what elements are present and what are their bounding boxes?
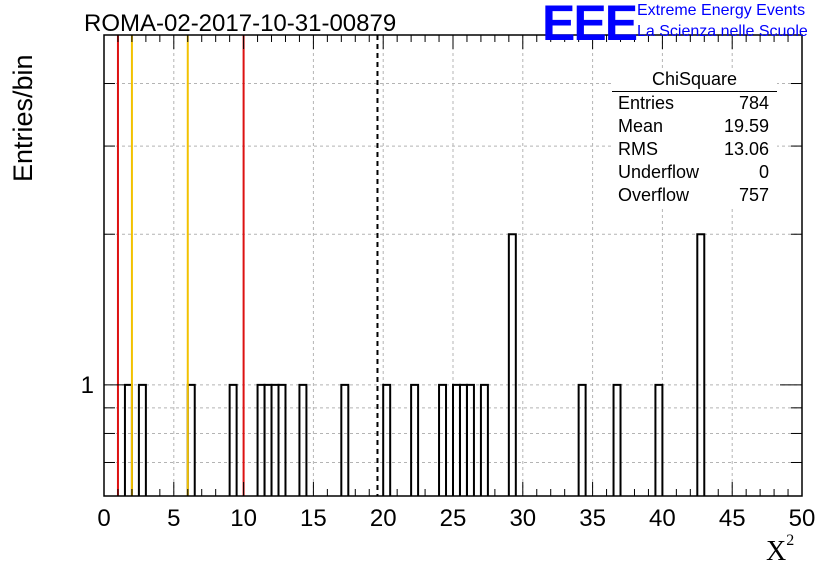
x-tick-label: 25 [440,505,467,532]
logo-line-2: La Scienza nelle Scuole [637,23,808,40]
histogram [123,233,706,496]
histogram-bin [507,233,517,496]
stats-value: 19.59 [723,116,769,136]
histogram-bin [577,383,587,496]
logo-line-1: Extreme Energy Events [637,2,806,19]
x-axis-label-superscript: 2 [786,532,795,549]
histogram-bin [382,383,392,496]
stats-row: Mean 19.59 [612,115,777,138]
histogram-bin [256,383,266,496]
stats-label: Overflow [618,185,690,205]
stats-value: 13.06 [723,139,769,159]
y-tick-label: 1 [81,372,94,399]
y-axis-label: Entries/bin [8,54,38,182]
histogram-bin [228,383,238,496]
histogram-bin [438,383,448,496]
x-tick-label: 15 [300,505,327,532]
axis-ticks: 0 5 10 15 20 25 30 35 40 45 50 1 [81,34,816,532]
stats-label: Entries [618,93,675,113]
stats-row: Underflow 0 [612,161,777,184]
histogram-bin [612,383,622,496]
x-tick-label: 0 [97,505,110,532]
stats-value: 784 [738,93,769,113]
histogram-bin [298,383,308,496]
x-axis-label-text: X [766,536,787,567]
x-axis-label: X2 [766,532,794,568]
histogram-bin [452,383,461,496]
stats-label: Underflow [618,162,700,182]
x-tick-label: 5 [167,505,180,532]
histogram-bin [123,383,133,496]
histogram-bin [137,383,147,496]
histogram-bin [696,233,706,496]
x-tick-label: 30 [509,505,536,532]
x-tick-label: 35 [579,505,606,532]
histogram-bin [263,383,273,496]
threshold-markers [116,35,379,496]
stats-value: 0 [758,162,769,182]
histogram-bin [410,383,420,496]
eee-logo: EEE [542,0,638,51]
stats-box: ChiSquare Entries 784 Mean 19.59 RMS 13.… [612,68,777,207]
chart-title: ROMA-02-2017-10-31-00879 [84,10,397,37]
stats-row: Overflow 757 [612,184,777,207]
histogram-bin [479,383,489,496]
histogram-bin [654,383,664,496]
histogram-bin [186,383,196,496]
x-tick-label: 45 [719,505,746,532]
histogram-bin [465,383,475,496]
histogram-bin [270,383,280,496]
histogram-bin [458,383,468,496]
x-tick-label: 50 [789,505,816,532]
x-tick-label: 40 [649,505,676,532]
stats-title: ChiSquare [612,68,777,92]
stats-label: RMS [618,139,658,159]
histogram-bin [277,383,287,496]
stats-row: RMS 13.06 [612,138,777,161]
stats-row: Entries 784 [612,92,777,115]
histogram-bin [340,383,350,496]
stats-value: 757 [738,185,769,205]
stats-label: Mean [618,116,664,136]
x-tick-label: 10 [230,505,257,532]
x-tick-label: 20 [370,505,397,532]
